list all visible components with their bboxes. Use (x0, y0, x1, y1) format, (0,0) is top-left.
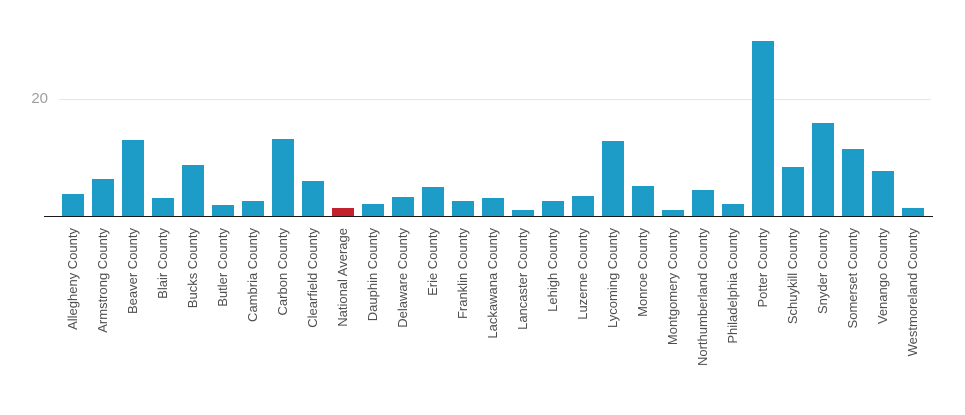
x-axis-label-luzerne-county: Luzerne County (575, 228, 590, 320)
x-axis-label-lackawana-county: Lackawana County (485, 228, 500, 339)
x-axis-label-potter-county: Potter County (755, 228, 770, 308)
bar-armstrong-county[interactable] (92, 179, 114, 216)
x-axis-label-philadelphia-county: Philadelphia County (725, 228, 740, 344)
bar-delaware-county[interactable] (392, 197, 414, 216)
bar-montgomery-county[interactable] (662, 210, 684, 216)
x-axis-label-lehigh-county: Lehigh County (545, 228, 560, 312)
x-axis-label-montgomery-county: Montgomery County (665, 228, 680, 346)
bar-lehigh-county[interactable] (542, 201, 564, 216)
x-axis-label-cambria-county: Cambria County (245, 228, 260, 322)
bar-monroe-county[interactable] (632, 186, 654, 216)
bar-national-average[interactable] (332, 208, 354, 216)
bar-westmoreland-county[interactable] (902, 208, 924, 216)
x-axis-label-northumberland-county: Northumberland County (695, 228, 710, 367)
bar-northumberland-county[interactable] (692, 190, 714, 216)
x-axis-label-allegheny-county: Allegheny County (65, 228, 80, 330)
bar-clearfield-county[interactable] (302, 181, 324, 216)
bar-venango-county[interactable] (872, 171, 894, 216)
bar-allegheny-county[interactable] (62, 194, 84, 216)
x-axis-label-butler-county: Butler County (215, 228, 230, 307)
x-axis-label-erie-county: Erie County (425, 228, 440, 296)
x-axis-label-venango-county: Venango County (875, 228, 890, 325)
bar-lackawana-county[interactable] (482, 198, 504, 216)
bar-blair-county[interactable] (152, 198, 174, 216)
bar-erie-county[interactable] (422, 187, 444, 216)
x-axis-label-carbon-county: Carbon County (275, 228, 290, 316)
x-axis-label-lancaster-county: Lancaster County (515, 228, 530, 330)
x-axis-label-lycoming-county: Lycoming County (605, 228, 620, 328)
x-axis-label-schuykill-county: Schuykill County (785, 228, 800, 325)
x-axis-label-westmoreland-county: Westmoreland County (905, 228, 920, 357)
bar-philadelphia-county[interactable] (722, 204, 744, 216)
bar-schuykill-county[interactable] (782, 167, 804, 216)
bar-franklin-county[interactable] (452, 201, 474, 216)
y-axis-tick-label: 20 (31, 90, 48, 107)
bar-luzerne-county[interactable] (572, 196, 594, 216)
bar-lycoming-county[interactable] (602, 141, 624, 216)
y-gridline-20 (59, 99, 931, 100)
x-axis-label-bucks-county: Bucks County (185, 228, 200, 309)
bar-snyder-county[interactable] (812, 123, 834, 216)
bar-beaver-county[interactable] (122, 140, 144, 216)
bar-butler-county[interactable] (212, 205, 234, 216)
bar-bucks-county[interactable] (182, 165, 204, 216)
bar-somerset-county[interactable] (842, 149, 864, 216)
bar-dauphin-county[interactable] (362, 204, 384, 216)
bar-lancaster-county[interactable] (512, 210, 534, 216)
x-axis-label-clearfield-county: Clearfield County (305, 228, 320, 328)
x-axis-label-blair-county: Blair County (155, 228, 170, 299)
x-axis-label-beaver-county: Beaver County (125, 228, 140, 314)
x-axis-label-somerset-county: Somerset County (845, 228, 860, 329)
bar-carbon-county[interactable] (272, 139, 294, 216)
x-axis-label-monroe-county: Monroe County (635, 228, 650, 317)
x-axis-label-franklin-county: Franklin County (455, 228, 470, 320)
x-axis-label-delaware-county: Delaware County (395, 228, 410, 328)
x-axis-label-snyder-county: Snyder County (815, 228, 830, 314)
x-axis-line (44, 216, 933, 217)
bar-cambria-county[interactable] (242, 201, 264, 216)
bar-potter-county[interactable] (752, 41, 774, 216)
x-axis-label-dauphin-county: Dauphin County (365, 228, 380, 322)
x-axis-label-national-average: National Average (335, 228, 350, 327)
x-axis-label-armstrong-county: Armstrong County (95, 228, 110, 333)
